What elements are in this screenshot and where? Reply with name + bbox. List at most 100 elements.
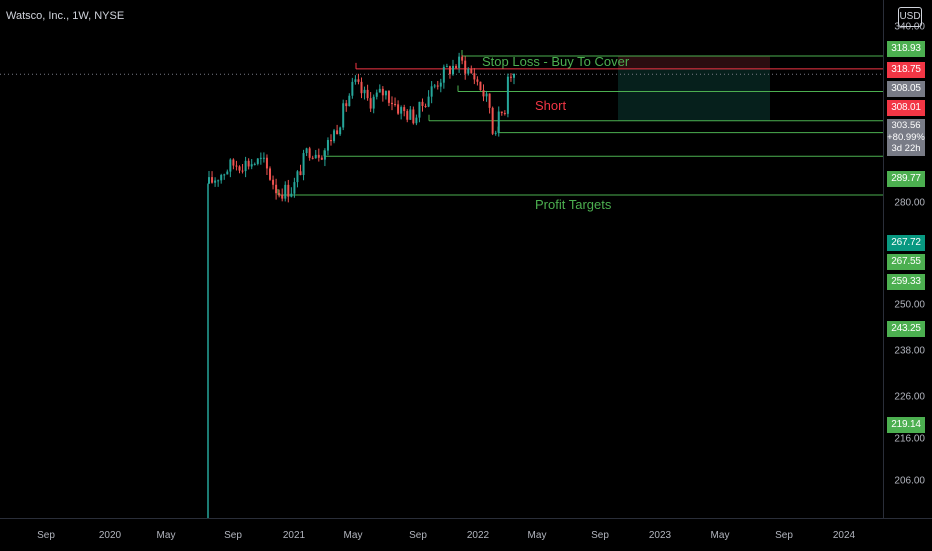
- time-tick-label: Sep: [409, 530, 427, 541]
- candle-body: [467, 68, 470, 74]
- price-tick-label: 216.00: [894, 433, 925, 445]
- currency-button[interactable]: USD: [898, 7, 922, 27]
- candle-body: [461, 56, 464, 61]
- candle-body: [223, 174, 226, 176]
- candle-body: [366, 89, 369, 99]
- candle-body: [290, 193, 293, 197]
- candle-body: [330, 140, 332, 142]
- candle-body: [333, 130, 336, 142]
- time-tick-label: May: [343, 530, 363, 541]
- candle-body: [326, 140, 329, 151]
- time-tick-label: 2020: [98, 530, 122, 541]
- price-level-badge: 219.14: [887, 417, 925, 433]
- price-level-badge: 267.72: [887, 235, 925, 251]
- short-annotation: Short: [535, 98, 567, 113]
- time-tick-label: Sep: [591, 530, 609, 541]
- candle-body: [506, 76, 509, 114]
- candle-body: [430, 86, 433, 97]
- candle-body: [406, 111, 409, 120]
- current-price-badge: 303.56 +80.99% 3d 22h: [887, 119, 925, 156]
- chart-area[interactable]: Watsco, Inc., 1W, NYSE Stop Loss - Buy T…: [0, 0, 883, 518]
- time-tick-label: Sep: [775, 530, 793, 541]
- candle-body: [229, 159, 232, 172]
- candle-body: [302, 153, 305, 176]
- candle-body: [323, 150, 326, 160]
- candle-body: [311, 157, 314, 159]
- candle-body: [458, 56, 461, 68]
- candle-body: [336, 130, 339, 135]
- candle-body: [314, 154, 317, 159]
- price-tick-label: 340.00: [894, 21, 925, 33]
- candle-body: [424, 105, 427, 107]
- stop-loss-annotation: Stop Loss - Buy To Cover: [482, 54, 630, 69]
- candle-body: [415, 117, 418, 124]
- candle-body: [247, 160, 250, 167]
- candle-body: [275, 184, 278, 194]
- candle-body: [284, 184, 287, 199]
- candle-body: [442, 66, 445, 83]
- candle-body: [265, 157, 268, 169]
- time-tick-label: Sep: [37, 530, 55, 541]
- candle-body: [403, 107, 406, 112]
- candle-body: [503, 113, 506, 115]
- price-tick-label: 226.00: [894, 391, 925, 403]
- candle-body: [381, 88, 384, 96]
- candle-body: [232, 159, 235, 166]
- time-tick-label: 2021: [282, 530, 306, 541]
- candle-body: [211, 177, 214, 183]
- price-level-badge: 243.25: [887, 321, 925, 337]
- candle-body: [262, 157, 265, 159]
- candle-body: [235, 165, 238, 167]
- chart-plot[interactable]: [0, 0, 883, 518]
- candle-body: [473, 73, 476, 80]
- candle-body: [342, 103, 345, 128]
- candle-body: [397, 104, 400, 114]
- candle-body: [348, 95, 351, 107]
- candle-body: [491, 107, 494, 134]
- candle-body: [244, 160, 247, 172]
- price-level-badge: 289.77: [887, 171, 925, 187]
- candle-body: [217, 180, 220, 182]
- candle-body: [293, 182, 296, 194]
- candle-body: [488, 93, 491, 108]
- candle-body: [482, 90, 485, 97]
- time-tick-label: 2024: [832, 530, 856, 541]
- candle-body: [476, 79, 479, 82]
- candle-body: [394, 104, 397, 106]
- candle-body: [363, 89, 366, 94]
- candle-body: [439, 82, 442, 87]
- candle-body: [372, 96, 375, 109]
- price-change: +80.99%: [887, 131, 925, 143]
- candle-body: [409, 109, 412, 120]
- price-tick-label: 238.00: [894, 345, 925, 357]
- candle-body: [378, 88, 381, 93]
- profit-targets-annotation: Profit Targets: [535, 197, 612, 212]
- candle-body: [509, 76, 512, 78]
- profit-target-zone: [618, 68, 770, 121]
- candle-body: [436, 85, 439, 87]
- candle-body: [448, 66, 451, 75]
- candle-body: [500, 111, 503, 114]
- price-axis[interactable]: 340.00 280.00 250.00 238.00 226.00 216.00 206.…: [883, 0, 932, 518]
- price-level-badge: 318.93: [887, 41, 925, 57]
- current-price: 303.56: [891, 120, 921, 131]
- time-axis[interactable]: Sep 2020 May Sep 2021 May Sep 2022 May Sep 2023 May…: [0, 518, 932, 551]
- candle-body: [418, 101, 421, 118]
- candle-body: [421, 101, 424, 106]
- candle-body: [387, 91, 390, 103]
- candle-body: [351, 81, 354, 96]
- candle-body: [253, 163, 256, 165]
- candle-body: [250, 164, 253, 167]
- stop-loss-zone: [618, 55, 770, 69]
- candle-body: [433, 85, 436, 87]
- price-tick-label: 280.00: [894, 197, 925, 209]
- price-level-badge: 318.75: [887, 62, 925, 78]
- candle-body: [278, 193, 281, 195]
- time-tick-label: May: [156, 530, 176, 541]
- candle-body: [272, 179, 275, 185]
- candle-body: [296, 171, 299, 183]
- time-tick-label: 2022: [466, 530, 490, 541]
- candle-body: [412, 109, 415, 124]
- bar-countdown: 3d 22h: [891, 143, 921, 154]
- candle-body: [494, 132, 497, 134]
